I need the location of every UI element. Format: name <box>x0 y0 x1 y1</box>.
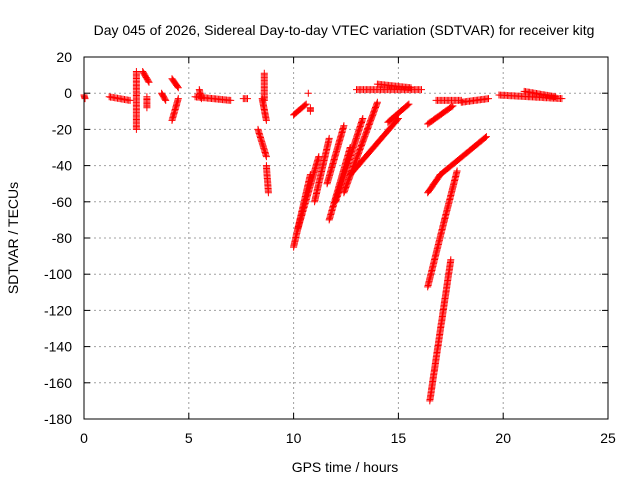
plus-markers <box>105 93 134 104</box>
data-series-segment <box>168 75 182 92</box>
data-series-segment <box>195 86 205 103</box>
y-tick-label: -40 <box>52 158 72 174</box>
plus-markers <box>520 87 560 101</box>
plus-markers <box>323 122 348 188</box>
data-series-segment <box>384 100 413 126</box>
plus-markers <box>158 89 170 104</box>
plus-markers <box>384 100 413 126</box>
plus-markers <box>346 115 402 179</box>
plus-markers <box>258 95 270 124</box>
data-series-segment <box>260 69 268 104</box>
plus-markers <box>239 95 251 103</box>
data-series-segment <box>143 93 151 112</box>
plus-markers <box>168 95 182 124</box>
y-tick-label: 20 <box>56 49 72 65</box>
plus-markers <box>436 133 490 179</box>
data-series-segment <box>168 95 182 124</box>
data-series-segment <box>424 102 457 128</box>
data-series-segment <box>311 134 333 206</box>
plus-markers <box>260 69 268 104</box>
y-tick-label: -160 <box>44 375 72 391</box>
data-series-segment <box>239 95 251 103</box>
plus-markers <box>262 162 272 197</box>
x-tick-label: 15 <box>391 430 407 446</box>
data-series-segment <box>262 162 272 197</box>
data-points <box>80 68 566 405</box>
data-series-segment <box>426 256 455 405</box>
plus-markers <box>294 153 323 233</box>
plus-markers <box>304 89 312 97</box>
chart-title: Day 045 of 2026, Sidereal Day-to-day VTE… <box>94 22 595 38</box>
plus-markers <box>424 171 444 197</box>
data-series-segment <box>290 100 310 119</box>
x-tick-label: 25 <box>600 430 616 446</box>
data-series-segment <box>294 153 323 233</box>
plus-markers <box>311 134 333 206</box>
grid-lines <box>84 57 608 419</box>
y-tick-label: -20 <box>52 121 72 137</box>
plus-markers <box>290 100 310 119</box>
plus-markers <box>168 75 182 92</box>
plus-markers <box>424 102 457 128</box>
y-tick-label: -80 <box>52 230 72 246</box>
plus-markers <box>332 115 367 206</box>
x-tick-label: 0 <box>80 430 88 446</box>
data-series-segment <box>258 95 270 124</box>
data-series-segment <box>346 115 402 179</box>
x-tick-label: 20 <box>495 430 511 446</box>
data-series-segment <box>304 89 312 97</box>
data-series-segment <box>254 125 270 161</box>
axis-ticks: 20 0 -20 -40 -60 -80 -100 -120 -140 -160 -180 0 5 10 1… <box>44 49 616 446</box>
data-series-segment <box>139 68 153 86</box>
data-series-segment <box>457 95 492 106</box>
x-tick-label: 5 <box>185 430 193 446</box>
data-series-segment <box>105 93 134 104</box>
plus-markers <box>139 68 153 86</box>
data-series-segment <box>441 167 461 224</box>
data-series-segment <box>158 89 170 104</box>
y-tick-label: -60 <box>52 194 72 210</box>
data-series-segment <box>306 104 314 115</box>
data-series-segment <box>373 80 415 92</box>
plus-markers <box>441 167 461 224</box>
y-tick-label: 0 <box>64 85 72 101</box>
data-series-segment <box>432 96 465 104</box>
plus-markers <box>457 95 492 106</box>
y-tick-label: -120 <box>44 302 72 318</box>
plus-markers <box>143 93 151 112</box>
x-tick-label: 10 <box>286 430 302 446</box>
x-axis-title: GPS time / hours <box>292 459 399 475</box>
data-series-segment <box>436 133 490 179</box>
plus-markers <box>426 256 455 405</box>
data-series-segment <box>132 68 140 133</box>
y-axis-title: SDTVAR / TECUs <box>5 182 21 294</box>
plus-markers <box>195 86 205 103</box>
data-series-segment <box>424 171 444 197</box>
data-series-segment <box>424 216 448 291</box>
y-tick-label: -140 <box>44 339 72 355</box>
data-series-segment <box>323 122 348 188</box>
y-tick-label: -100 <box>44 266 72 282</box>
plus-markers <box>254 125 270 161</box>
plus-markers <box>373 80 415 92</box>
y-tick-label: -180 <box>44 411 72 427</box>
plus-markers <box>424 216 448 291</box>
plus-markers <box>132 68 140 133</box>
data-series-segment <box>520 87 560 101</box>
plus-markers <box>306 104 314 115</box>
plus-markers <box>432 96 465 104</box>
data-series-segment <box>332 115 367 206</box>
